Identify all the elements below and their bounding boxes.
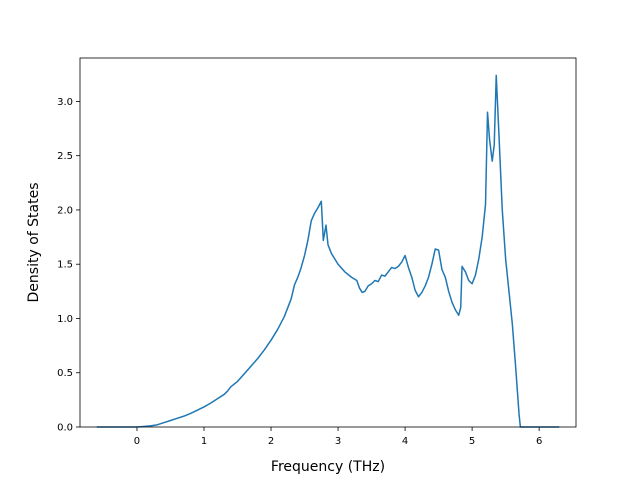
x-axis-ticks: 0 1 2 3 4 5 6 xyxy=(134,427,542,447)
y-tick-label: 2.0 xyxy=(57,205,73,216)
x-axis-title: Frequency (THz) xyxy=(271,459,385,475)
dos-series-line xyxy=(96,74,560,428)
x-tick-label: 5 xyxy=(469,436,475,447)
x-tick-label: 3 xyxy=(335,436,341,447)
y-axis-title: Density of States xyxy=(26,183,42,303)
y-tick-label: 0.0 xyxy=(57,423,73,434)
x-tick-label: 0 xyxy=(134,436,140,447)
y-tick-label: 0.5 xyxy=(57,368,73,379)
x-tick-label: 4 xyxy=(402,436,408,447)
plot-area-frame xyxy=(79,57,577,428)
y-tick-label: 2.5 xyxy=(57,151,73,162)
x-tick-label: 6 xyxy=(536,436,542,447)
y-axis-ticks: 0.0 0.5 1.0 1.5 2.0 2.5 3.0 xyxy=(57,97,80,434)
y-tick-label: 3.0 xyxy=(57,97,73,108)
x-tick-label: 1 xyxy=(201,436,207,447)
x-tick-label: 2 xyxy=(268,436,274,447)
y-tick-label: 1.0 xyxy=(57,314,73,325)
y-tick-label: 1.5 xyxy=(57,260,73,271)
